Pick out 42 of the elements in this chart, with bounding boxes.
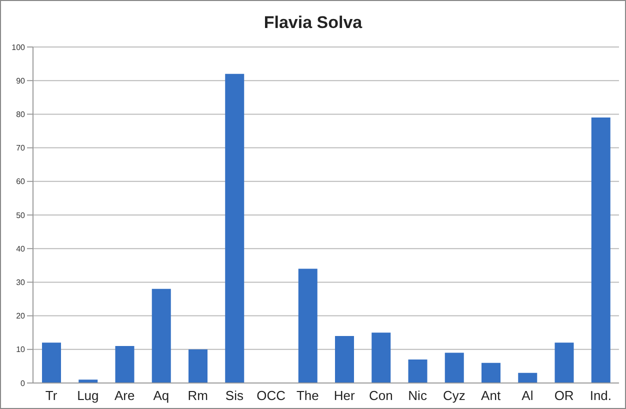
- x-tick-label: Rm: [188, 388, 208, 404]
- y-tick-label: 60: [16, 177, 26, 186]
- x-tick-label: Ant: [481, 388, 501, 404]
- y-tick-label: 10: [16, 345, 26, 354]
- x-tick-label: Lug: [77, 388, 99, 404]
- y-tick-label: 40: [16, 244, 26, 254]
- bar: [554, 342, 574, 383]
- y-tick-label: 30: [16, 278, 26, 288]
- y-tick-label: 80: [16, 110, 26, 120]
- bar: [591, 118, 610, 383]
- bar: [152, 288, 171, 383]
- x-tick-label: Ind.: [590, 388, 612, 404]
- x-tick-label: Are: [114, 388, 135, 404]
- bar: [372, 332, 391, 383]
- x-tick-label: OR: [554, 388, 574, 404]
- bar: [444, 352, 464, 383]
- x-tick-label: Aq: [153, 388, 170, 404]
- bar: [298, 268, 318, 383]
- bar: [518, 372, 538, 383]
- x-tick-label: Her: [334, 388, 356, 404]
- y-tick-label: 20: [16, 312, 26, 321]
- x-tick-label: Nic: [408, 388, 428, 404]
- y-tick-label: 70: [16, 144, 26, 153]
- bar: [188, 349, 208, 383]
- y-tick-label: 0: [20, 378, 26, 388]
- y-tick-label: 50: [16, 210, 26, 220]
- x-tick-label: Con: [369, 388, 393, 404]
- x-tick-label: OCC: [256, 388, 286, 404]
- x-tick-label: Al: [522, 388, 534, 404]
- y-tick-label: 100: [12, 42, 26, 52]
- bar: [225, 74, 244, 383]
- x-tick-label: The: [296, 388, 319, 404]
- bar: [335, 336, 354, 383]
- bar: [115, 346, 134, 383]
- x-tick-label: Cyz: [442, 388, 466, 404]
- y-tick-label: 90: [16, 76, 26, 86]
- bar: [408, 359, 428, 383]
- x-tick-label: Tr: [45, 388, 58, 404]
- chart-title: Flavia Solva: [262, 13, 364, 33]
- bar: [482, 362, 500, 383]
- bar: [42, 342, 61, 383]
- x-tick-label: Sis: [225, 388, 244, 404]
